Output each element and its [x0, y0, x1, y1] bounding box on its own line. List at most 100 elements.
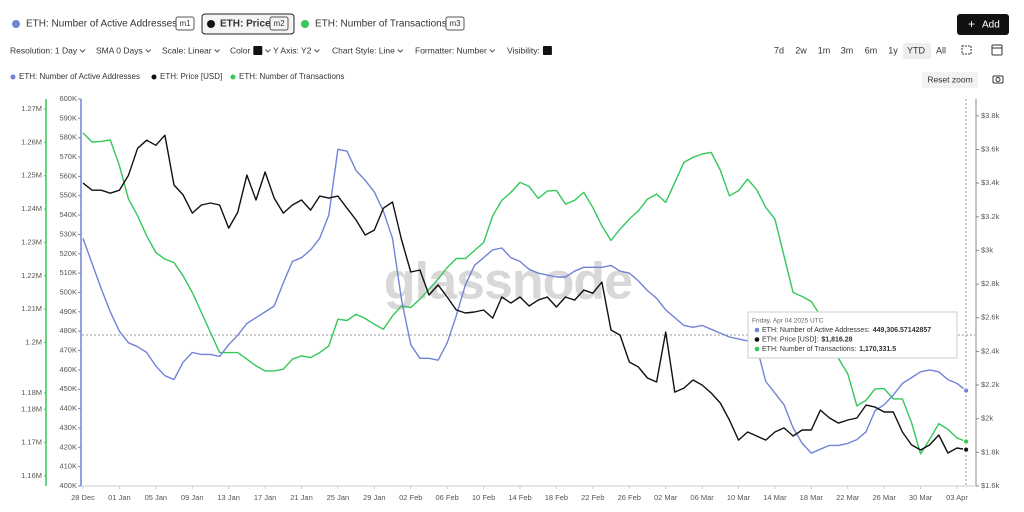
hover-point	[963, 446, 970, 453]
x-tick-label: 14 Mar	[763, 493, 787, 502]
range-button[interactable]: 3m	[841, 45, 854, 55]
add-label: Add	[982, 20, 1000, 31]
toolbar-item[interactable]: Y Axis: Y2	[273, 45, 312, 55]
chevron	[264, 49, 271, 53]
chevron	[145, 49, 152, 53]
x-tick-label: 21 Jan	[290, 493, 313, 502]
x-tick-label: 18 Feb	[545, 493, 568, 502]
badge-box	[269, 16, 289, 31]
y-tick-label: 1.24M	[21, 204, 42, 213]
chevron	[314, 49, 320, 53]
plus-icon: +	[968, 17, 975, 31]
y-tick-label: $2k	[981, 414, 993, 423]
tooltip-dot	[754, 337, 760, 342]
y-tick-label: 570K	[59, 152, 77, 161]
x-tick-label: 10 Mar	[727, 493, 751, 502]
tab-label[interactable]: ETH: Number of Active Addresses	[26, 19, 177, 30]
range-button[interactable]: YTD	[907, 45, 926, 55]
toolbar-item[interactable]: Visibility:	[507, 45, 540, 55]
toolbar-item[interactable]: Resolution: 1 Day	[10, 45, 78, 55]
add-button[interactable]	[957, 14, 1009, 35]
toolbar-item[interactable]: Scale: Linear	[162, 45, 212, 55]
y-tick-label: $1.8k	[981, 447, 1000, 456]
toolbar-item[interactable]: Formatter: Number	[415, 45, 487, 55]
camera-icon[interactable]	[992, 75, 1004, 84]
watermark: glassnode	[384, 253, 632, 311]
y-tick-label: 1.26M	[21, 137, 42, 146]
tab-label[interactable]: ETH: Number of Transactions	[315, 19, 447, 30]
range-button[interactable]: 7d	[774, 45, 784, 55]
legend-label: ETH: Number of Active Addresses	[19, 72, 140, 81]
y-tick-label: 1.17M	[21, 438, 42, 447]
tab-label[interactable]: ETH: Price	[220, 19, 271, 30]
color-swatch	[253, 46, 263, 55]
y-tick-label: 520K	[59, 249, 77, 258]
reset-zoom-label: Reset zoom	[927, 74, 972, 84]
x-tick-label: 05 Jan	[145, 493, 168, 502]
hover-point	[963, 438, 970, 445]
x-tick-label: 02 Mar	[654, 493, 678, 502]
y-tick-label: 1.21M	[21, 304, 42, 313]
zoom-icon[interactable]	[961, 45, 972, 55]
hover-point	[963, 387, 970, 394]
range-button[interactable]: 2w	[795, 45, 807, 55]
range-button[interactable]: 1y	[888, 45, 898, 55]
range-button[interactable]: All	[936, 45, 946, 55]
x-tick-label: 17 Jan	[254, 493, 277, 502]
x-tick-label: 18 Mar	[800, 493, 824, 502]
legend-label: ETH: Price [USD]	[160, 72, 222, 81]
y-tick-label: 440K	[59, 404, 77, 413]
y-tick-label: 420K	[59, 442, 77, 451]
tooltip-date: Friday, Apr 04 2025 UTC	[752, 318, 824, 325]
tab-dot	[12, 20, 20, 28]
range-button[interactable]: 1m	[818, 45, 831, 55]
y-tick-label: 1.23M	[21, 237, 42, 246]
tooltip-label: ETH: Price [USD]:	[762, 336, 818, 343]
y-tick-label: 510K	[59, 268, 77, 277]
y-tick-label: $3.4k	[981, 178, 1000, 187]
y-tick-label: 450K	[59, 384, 77, 393]
tab-dot	[301, 20, 309, 28]
calendar-icon[interactable]	[991, 44, 1003, 56]
x-tick-label: 26 Feb	[618, 493, 641, 502]
y-tick-label: $2.6k	[981, 313, 1000, 322]
legend-dot	[10, 74, 16, 80]
chevron	[489, 49, 496, 53]
toolbar-item[interactable]: SMA 0 Days	[96, 45, 143, 55]
reset-zoom-button[interactable]	[922, 72, 978, 88]
y-tick-label: $3k	[981, 245, 993, 254]
badge-box	[175, 16, 195, 31]
y-tick-label: 1.27M	[21, 104, 42, 113]
y-tick-label: 400K	[59, 481, 77, 490]
y-tick-label: 600K	[59, 94, 77, 103]
y-tick-label: 560K	[59, 171, 77, 180]
toolbar-item[interactable]: Chart Style: Line	[332, 45, 395, 55]
tooltip-value: 449,306.57142857	[873, 327, 931, 334]
x-tick-label: 03 Apr	[946, 493, 968, 502]
badge: m2	[273, 19, 285, 28]
series-line	[82, 134, 967, 454]
y-tick-label: 460K	[59, 365, 77, 374]
y-tick-label: $3.8k	[981, 111, 1000, 120]
x-tick-label: 29 Jan	[363, 493, 386, 502]
x-tick-label: 26 Mar	[872, 493, 896, 502]
tooltip-dot	[754, 327, 760, 333]
y-tick-label: $2.2k	[981, 380, 1000, 389]
x-tick-label: 01 Jan	[108, 493, 131, 502]
range-button[interactable]: 6m	[865, 45, 878, 55]
x-tick-label: 02 Feb	[399, 493, 422, 502]
y-tick-label: 580K	[59, 133, 77, 142]
active-tab[interactable]	[201, 13, 295, 35]
toolbar-item[interactable]: Color	[230, 45, 250, 55]
x-tick-label: 09 Jan	[181, 493, 204, 502]
tab-dot	[207, 20, 215, 28]
range-selected[interactable]	[903, 43, 931, 59]
y-tick-label: 1.16M	[21, 471, 42, 480]
y-tick-label: $3.2k	[981, 212, 1000, 221]
x-tick-label: 06 Feb	[435, 493, 458, 502]
y-tick-label: 540K	[59, 210, 77, 219]
y-tick-label: 1.18M	[21, 388, 42, 397]
x-tick-label: 22 Mar	[836, 493, 860, 502]
y-tick-label: $1.6k	[981, 481, 1000, 490]
series-line	[82, 148, 967, 454]
